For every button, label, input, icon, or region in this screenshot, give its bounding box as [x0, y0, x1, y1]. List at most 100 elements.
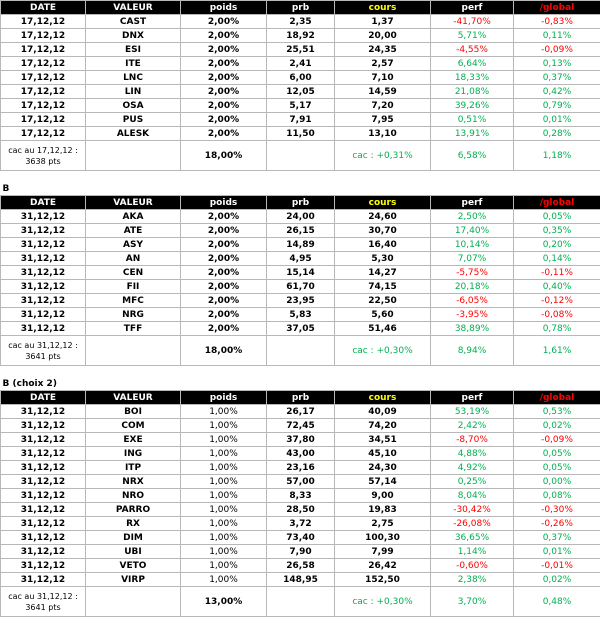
perf-cell: -8,70% [431, 433, 514, 447]
header-prb: prb [267, 1, 335, 15]
poids-cell: 2,00% [181, 308, 267, 322]
global-cell: 0,02% [514, 573, 600, 587]
cours-cell: 24,60 [335, 210, 431, 224]
header-cours: cours [335, 391, 431, 405]
cours-cell: 2,75 [335, 517, 431, 531]
poids-cell: 2,00% [181, 127, 267, 141]
perf-cell: -30,42% [431, 503, 514, 517]
poids-cell: 2,00% [181, 57, 267, 71]
cours-cell: 7,20 [335, 99, 431, 113]
perf-cell: 21,08% [431, 85, 514, 99]
date-cell: 31,12,12 [1, 210, 86, 224]
global-cell: 0,05% [514, 447, 600, 461]
global-cell: 0,11% [514, 29, 600, 43]
perf-cell: -4,55% [431, 43, 514, 57]
prb-cell: 6,00 [267, 71, 335, 85]
date-cell: 31,12,12 [1, 517, 86, 531]
header-poids: poids [181, 1, 267, 15]
header-date: DATE [1, 196, 86, 210]
date-cell: 17,12,12 [1, 57, 86, 71]
valeur-cell: ITE [86, 57, 181, 71]
header-global: /global [514, 391, 600, 405]
spacer-row [1, 171, 600, 184]
date-cell: 17,12,12 [1, 15, 86, 29]
global-cell: 0,28% [514, 127, 600, 141]
valeur-cell: CEN [86, 266, 181, 280]
total-perf: 3,70% [431, 587, 514, 617]
poids-cell: 1,00% [181, 447, 267, 461]
valeur-cell: ATE [86, 224, 181, 238]
valeur-cell: LIN [86, 85, 181, 99]
header-date: DATE [1, 391, 86, 405]
poids-cell: 1,00% [181, 461, 267, 475]
valeur-cell: ALESK [86, 127, 181, 141]
global-cell: 0,53% [514, 405, 600, 419]
cours-cell: 5,60 [335, 308, 431, 322]
perf-cell: 2,50% [431, 210, 514, 224]
total-global: 1,18% [514, 141, 600, 171]
section-title-row: B (choix 2) [1, 378, 600, 391]
poids-cell: 1,00% [181, 489, 267, 503]
total-perf: 6,58% [431, 141, 514, 171]
global-cell: -0,08% [514, 308, 600, 322]
total-poids: 13,00% [181, 587, 267, 617]
valeur-cell: VIRP [86, 573, 181, 587]
date-cell: 31,12,12 [1, 294, 86, 308]
prb-cell: 14,89 [267, 238, 335, 252]
perf-cell: 2,42% [431, 419, 514, 433]
date-cell: 31,12,12 [1, 559, 86, 573]
date-cell: 17,12,12 [1, 113, 86, 127]
prb-cell: 24,00 [267, 210, 335, 224]
cours-cell: 14,59 [335, 85, 431, 99]
spacer-cell [1, 366, 600, 379]
valeur-cell: ITP [86, 461, 181, 475]
poids-cell: 2,00% [181, 224, 267, 238]
poids-cell: 1,00% [181, 559, 267, 573]
global-cell: -0,11% [514, 266, 600, 280]
perf-cell: 0,25% [431, 475, 514, 489]
valeur-cell: NRG [86, 308, 181, 322]
poids-cell: 1,00% [181, 573, 267, 587]
valeur-cell: BOI [86, 405, 181, 419]
poids-cell: 2,00% [181, 43, 267, 57]
perf-cell: -41,70% [431, 15, 514, 29]
poids-cell: 1,00% [181, 433, 267, 447]
poids-cell: 2,00% [181, 294, 267, 308]
cours-cell: 9,00 [335, 489, 431, 503]
global-cell: 0,78% [514, 322, 600, 336]
cours-cell: 19,83 [335, 503, 431, 517]
date-cell: 31,12,12 [1, 447, 86, 461]
cours-cell: 26,42 [335, 559, 431, 573]
poids-cell: 1,00% [181, 531, 267, 545]
prb-cell: 18,92 [267, 29, 335, 43]
prb-cell: 61,70 [267, 280, 335, 294]
section-title-row: B [1, 183, 600, 196]
perf-cell: 6,64% [431, 57, 514, 71]
valeur-cell: UBI [86, 545, 181, 559]
perf-cell: 17,40% [431, 224, 514, 238]
prb-cell: 26,15 [267, 224, 335, 238]
cac-index-label: cac au 31,12,12 : 3641 pts [1, 336, 86, 366]
prb-cell: 72,45 [267, 419, 335, 433]
perf-cell: -5,75% [431, 266, 514, 280]
total-global: 1,61% [514, 336, 600, 366]
poids-cell: 1,00% [181, 419, 267, 433]
cac-change: cac : +0,30% [335, 336, 431, 366]
global-cell: -0,09% [514, 43, 600, 57]
empty-cell [267, 336, 335, 366]
cours-cell: 74,20 [335, 419, 431, 433]
